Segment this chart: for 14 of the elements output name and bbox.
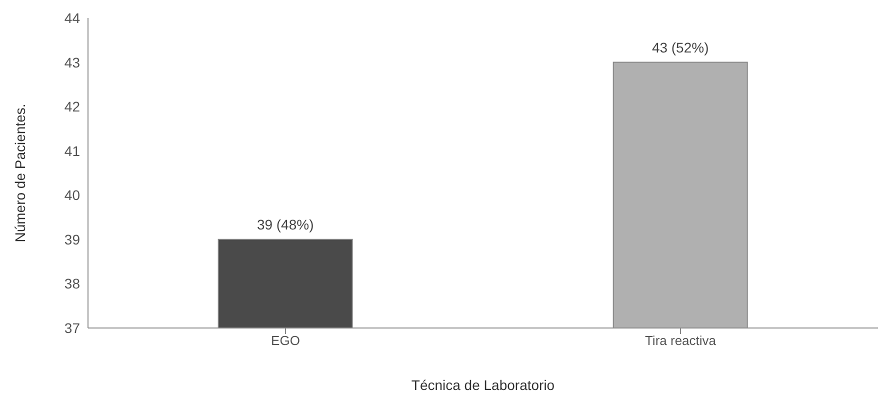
y-tick-label: 39 [64,231,80,248]
y-tick-label: 44 [64,10,80,26]
x-axis-title: Técnica de Laboratorio [411,377,555,393]
data-label: 43 (52%) [652,39,709,56]
y-tick-label: 40 [64,187,80,204]
y-tick-label: 37 [64,320,80,336]
y-tick-label: 38 [64,276,80,292]
x-tick-label: EGO [271,333,300,348]
data-label: 39 (48%) [256,216,314,232]
y-tick-label: 41 [64,142,80,159]
y-axis-title: Número de Pacientes. [12,104,28,242]
y-tick-label: 42 [64,98,80,115]
y-tick-label: 43 [64,54,80,70]
x-tick-label: Tira reactiva [644,333,717,348]
